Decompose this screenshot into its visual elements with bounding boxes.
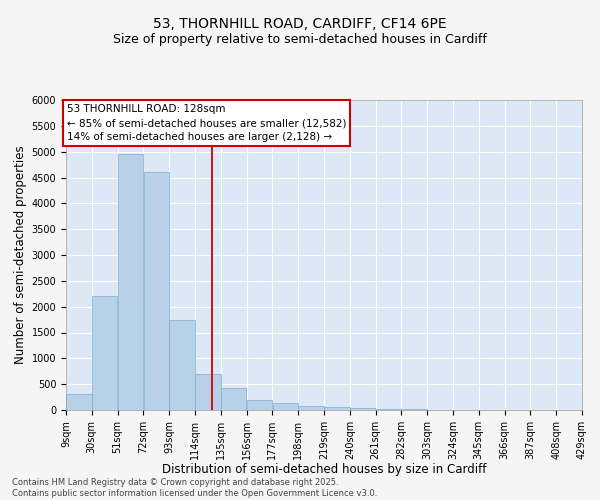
Bar — [195, 374, 221, 410]
Text: 53 THORNHILL ROAD: 128sqm
← 85% of semi-detached houses are smaller (12,582)
14%: 53 THORNHILL ROAD: 128sqm ← 85% of semi-… — [67, 104, 346, 142]
Text: Size of property relative to semi-detached houses in Cardiff: Size of property relative to semi-detach… — [113, 32, 487, 46]
Bar — [118, 154, 143, 410]
Bar — [92, 296, 118, 410]
Bar — [350, 408, 376, 410]
Bar — [376, 409, 401, 410]
Text: Contains HM Land Registry data © Crown copyright and database right 2025.
Contai: Contains HM Land Registry data © Crown c… — [12, 478, 377, 498]
Bar — [247, 400, 272, 410]
Text: 53, THORNHILL ROAD, CARDIFF, CF14 6PE: 53, THORNHILL ROAD, CARDIFF, CF14 6PE — [153, 18, 447, 32]
X-axis label: Distribution of semi-detached houses by size in Cardiff: Distribution of semi-detached houses by … — [162, 464, 486, 476]
Bar — [169, 320, 195, 410]
Y-axis label: Number of semi-detached properties: Number of semi-detached properties — [14, 146, 28, 364]
Bar — [324, 408, 350, 410]
Bar — [272, 403, 298, 410]
Bar — [66, 394, 92, 410]
Bar — [221, 388, 247, 410]
Bar — [298, 406, 324, 410]
Bar — [143, 172, 169, 410]
